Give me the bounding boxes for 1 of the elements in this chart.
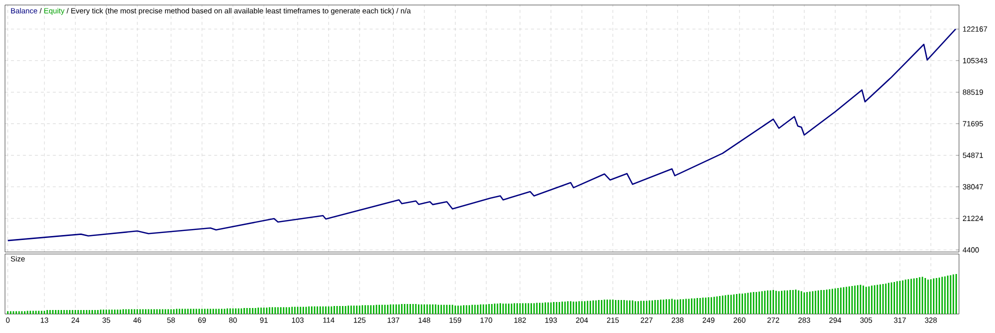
line-series (7, 28, 956, 242)
